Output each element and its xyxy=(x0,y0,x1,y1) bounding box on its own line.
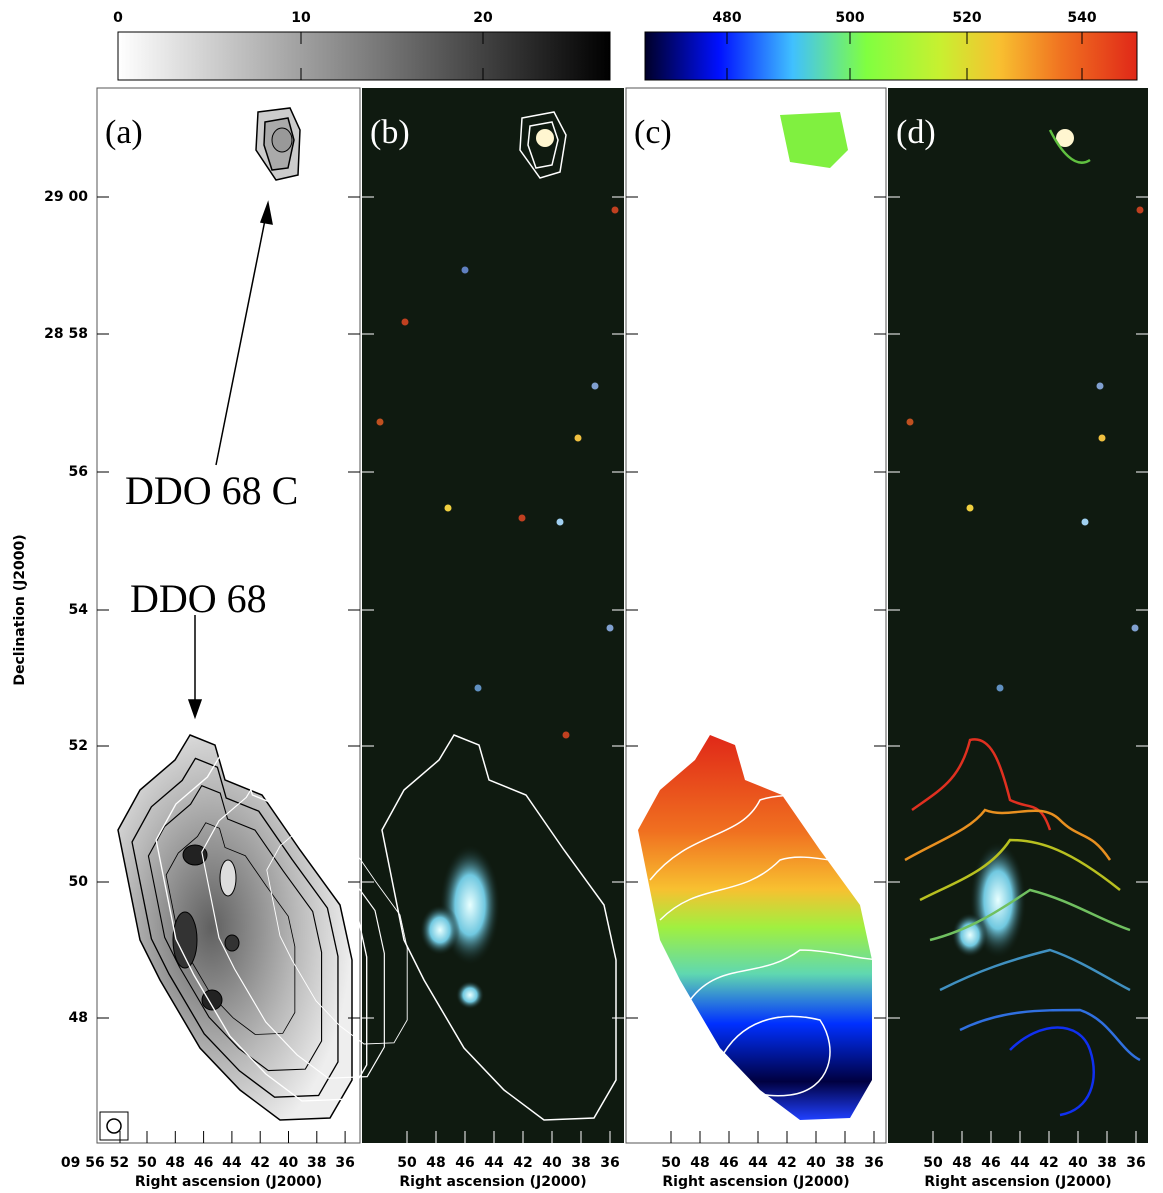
y-axis-label: Declination (J2000) xyxy=(12,534,28,685)
colorbar-tick-label: 520 xyxy=(952,10,981,26)
annotation: DDO 68 C xyxy=(125,468,298,513)
x-tick-label: 46 xyxy=(981,1155,1000,1171)
star xyxy=(474,684,482,692)
star xyxy=(574,434,582,442)
y-tick-label: 56 xyxy=(69,464,88,480)
colorbar-tick-label: 0 xyxy=(113,10,123,26)
colorbar-tick-label: 20 xyxy=(473,10,493,26)
x-tick-label: 44 xyxy=(484,1155,504,1171)
star xyxy=(906,418,914,426)
star xyxy=(1096,382,1104,390)
panel-label: (d) xyxy=(896,114,936,151)
x-tick-label: 36 xyxy=(1126,1155,1145,1171)
x-tick-label: 44 xyxy=(748,1155,768,1171)
star xyxy=(606,624,614,632)
x-tick-label: 38 xyxy=(307,1155,326,1171)
optical-d xyxy=(904,129,1141,1117)
colorbar-tick-label: 500 xyxy=(835,10,864,26)
optical-b xyxy=(155,111,617,1121)
x-tick-label: 46 xyxy=(194,1155,213,1171)
x-tick-label: 42 xyxy=(777,1155,796,1171)
colorbar-velocity xyxy=(644,31,1138,81)
x-tick-label: 40 xyxy=(1068,1155,1088,1171)
star xyxy=(461,266,469,274)
annotation: DDO 68 xyxy=(130,576,267,621)
star xyxy=(1081,518,1089,526)
x-axis-label: Right ascension (J2000) xyxy=(135,1174,322,1190)
x-tick-label: 40 xyxy=(279,1155,299,1171)
velocity-field xyxy=(638,112,886,1120)
colorbar-tick-label: 480 xyxy=(712,10,741,26)
y-tick-label: 29 00 xyxy=(44,189,88,205)
colorbar-gray xyxy=(117,31,611,81)
y-tick-label: 50 xyxy=(69,874,89,890)
arrows xyxy=(187,200,273,720)
x-tick-label: 50 xyxy=(397,1155,417,1171)
panel-b-frame xyxy=(362,88,624,1143)
hi-map xyxy=(99,107,353,1141)
x-tick-label: 36 xyxy=(600,1155,619,1171)
x-tick-label: 36 xyxy=(864,1155,883,1171)
x-tick-label: 50 xyxy=(923,1155,943,1171)
star xyxy=(996,684,1004,692)
x-axis-label: Right ascension (J2000) xyxy=(924,1174,1111,1190)
colorbar-tick-label: 540 xyxy=(1067,10,1096,26)
x-tick-label: 42 xyxy=(250,1155,269,1171)
star xyxy=(562,731,570,739)
panel-label: (c) xyxy=(634,114,672,151)
x-tick-label: 48 xyxy=(690,1155,709,1171)
x-tick-label: 38 xyxy=(835,1155,854,1171)
star xyxy=(966,504,974,512)
stars xyxy=(376,206,1144,739)
x-axis-label: Right ascension (J2000) xyxy=(399,1174,586,1190)
y-tick-label: 54 xyxy=(69,602,89,618)
panel-label: (b) xyxy=(370,114,410,151)
x-tick-label: 46 xyxy=(455,1155,474,1171)
x-tick-label: 48 xyxy=(426,1155,445,1171)
star xyxy=(376,418,384,426)
panel-d-frame xyxy=(888,88,1148,1143)
y-tick-label: 48 xyxy=(69,1010,88,1026)
x-tick-label: 44 xyxy=(1010,1155,1030,1171)
x-axis-label: Right ascension (J2000) xyxy=(662,1174,849,1190)
star xyxy=(401,318,409,326)
star xyxy=(1098,434,1106,442)
star xyxy=(1136,206,1144,214)
x-tick-label: 40 xyxy=(806,1155,826,1171)
star xyxy=(611,206,619,214)
x-tick-label: 50 xyxy=(661,1155,681,1171)
x-tick-label: 44 xyxy=(222,1155,242,1171)
star xyxy=(518,514,526,522)
x-tick-label: 48 xyxy=(166,1155,185,1171)
star xyxy=(556,518,564,526)
y-tick-label: 52 xyxy=(69,738,88,754)
star xyxy=(1131,624,1139,632)
x-tick-label: 42 xyxy=(513,1155,532,1171)
x-tick-label: 38 xyxy=(1097,1155,1116,1171)
x-tick-label: 46 xyxy=(719,1155,738,1171)
star xyxy=(444,504,452,512)
x-tick-label: 50 xyxy=(137,1155,157,1171)
panel-label: (a) xyxy=(105,114,143,151)
x-tick-label: 38 xyxy=(571,1155,590,1171)
x-tick-label: 36 xyxy=(335,1155,354,1171)
y-tick-label: 28 58 xyxy=(44,326,88,342)
star xyxy=(591,382,599,390)
x-tick-label: 40 xyxy=(542,1155,562,1171)
x-tick-label: 48 xyxy=(952,1155,971,1171)
x-tick-label: 09 56 52 xyxy=(61,1155,129,1171)
colorbar-tick-label: 10 xyxy=(291,10,311,26)
x-tick-label: 42 xyxy=(1039,1155,1058,1171)
